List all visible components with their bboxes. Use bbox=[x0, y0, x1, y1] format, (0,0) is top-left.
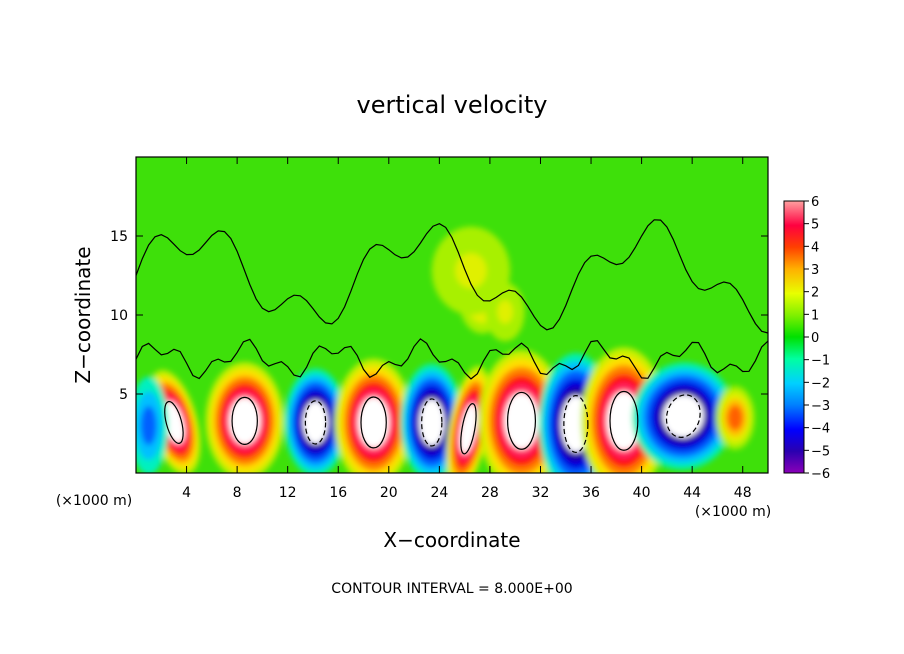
cell-contour bbox=[563, 395, 589, 454]
field-band bbox=[163, 401, 185, 444]
contour-ring bbox=[421, 398, 443, 447]
plot-area bbox=[135, 156, 769, 474]
y-axis-label: Z−coordinate bbox=[71, 246, 95, 383]
colorbar-tick-label: −2 bbox=[811, 376, 830, 391]
cell-contour bbox=[507, 391, 537, 450]
y-axis-ticks: 5 10 15 bbox=[110, 229, 768, 403]
contour-ring bbox=[563, 395, 589, 454]
colorbar-tick-label: 0 bbox=[811, 331, 819, 346]
cell-contour bbox=[609, 390, 639, 451]
field-band bbox=[357, 396, 390, 448]
x-tick-label: 24 bbox=[430, 485, 448, 501]
colorbar-tick-label: 5 bbox=[811, 218, 819, 233]
contour-ring bbox=[304, 400, 327, 445]
contour-ring bbox=[360, 396, 387, 449]
colorbar-tick-label: −6 bbox=[811, 467, 830, 482]
x-tick-label: 4 bbox=[182, 485, 191, 501]
colorbar-tick-label: 6 bbox=[811, 195, 819, 210]
field-band bbox=[662, 394, 704, 438]
contour-lines bbox=[136, 219, 768, 455]
contour-ring bbox=[609, 390, 639, 451]
chart-title: vertical velocity bbox=[357, 91, 548, 119]
contour-ring bbox=[164, 400, 184, 444]
x-tick-label: 44 bbox=[683, 485, 701, 501]
x-tick-label: 40 bbox=[633, 485, 651, 501]
contour-ring bbox=[460, 403, 477, 455]
x-tick-label: 28 bbox=[481, 485, 499, 501]
x-tick-label: 32 bbox=[532, 485, 550, 501]
updraft-cell bbox=[205, 362, 284, 473]
upper-contour bbox=[136, 219, 768, 334]
colorbar-ticks: 6 5 4 3 2 1 0 −1 −2 −3 −4 −5 −6 bbox=[804, 195, 830, 482]
field-band bbox=[459, 403, 478, 454]
cell-contour bbox=[304, 400, 327, 445]
cell-contour bbox=[460, 403, 477, 455]
zero-contour bbox=[136, 338, 768, 380]
downdraft-cell bbox=[136, 376, 169, 473]
x-tick-label: 36 bbox=[582, 485, 600, 501]
field-band bbox=[419, 398, 445, 446]
colorbar-scale bbox=[783, 200, 805, 474]
x-tick-label: 8 bbox=[233, 485, 242, 501]
updraft-cell bbox=[431, 226, 511, 315]
x-tick-label: 20 bbox=[380, 485, 398, 501]
x-tick-label: 48 bbox=[734, 485, 752, 501]
velocity-field bbox=[136, 226, 755, 473]
field-band bbox=[229, 397, 261, 445]
x-tick-label: 16 bbox=[329, 485, 347, 501]
field-band bbox=[140, 406, 157, 446]
colorbar: 6 5 4 3 2 1 0 −1 −2 −3 −4 −5 −6 bbox=[783, 195, 830, 482]
colorbar-tick-label: −3 bbox=[811, 399, 830, 414]
contour-ring bbox=[665, 394, 701, 438]
cell-contour bbox=[665, 394, 701, 438]
contour-ring bbox=[231, 396, 258, 445]
colorbar-tick-label: 3 bbox=[811, 263, 819, 278]
cell-contour bbox=[360, 396, 387, 449]
x-axis-label: X−coordinate bbox=[383, 528, 520, 552]
cell-contour bbox=[231, 396, 258, 445]
field-band bbox=[727, 404, 743, 431]
colorbar-tick-label: −5 bbox=[811, 444, 830, 459]
field-band bbox=[606, 391, 642, 451]
contour-interval-note: CONTOUR INTERVAL = 8.000E+00 bbox=[331, 581, 572, 597]
y-unit-label: (×1000 m) bbox=[56, 493, 132, 509]
colorbar-tick-label: −4 bbox=[811, 422, 830, 437]
y-tick-label: 10 bbox=[110, 308, 128, 324]
colorbar-tick-label: −1 bbox=[811, 354, 830, 369]
colorbar-tick-label: 4 bbox=[811, 240, 819, 255]
y-tick-label: 15 bbox=[110, 229, 128, 245]
x-axis-ticks: 4 8 12 16 20 24 28 32 36 40 44 48 bbox=[182, 157, 752, 501]
y-tick-label: 5 bbox=[119, 387, 128, 403]
field-band bbox=[302, 400, 329, 444]
colorbar-tick-label: 2 bbox=[811, 286, 819, 301]
updraft-cell bbox=[446, 365, 491, 473]
downdraft-cell bbox=[632, 362, 735, 470]
field-band bbox=[504, 392, 539, 450]
cell-contour bbox=[164, 400, 184, 444]
field-band bbox=[497, 300, 513, 324]
contour-ring bbox=[507, 391, 537, 450]
cell-contour bbox=[421, 398, 443, 447]
colorbar-tick-label: 1 bbox=[811, 308, 819, 323]
x-tick-label: 12 bbox=[279, 485, 297, 501]
updraft-cell bbox=[715, 385, 755, 450]
field-band bbox=[455, 253, 487, 289]
x-unit-label: (×1000 m) bbox=[695, 504, 771, 520]
